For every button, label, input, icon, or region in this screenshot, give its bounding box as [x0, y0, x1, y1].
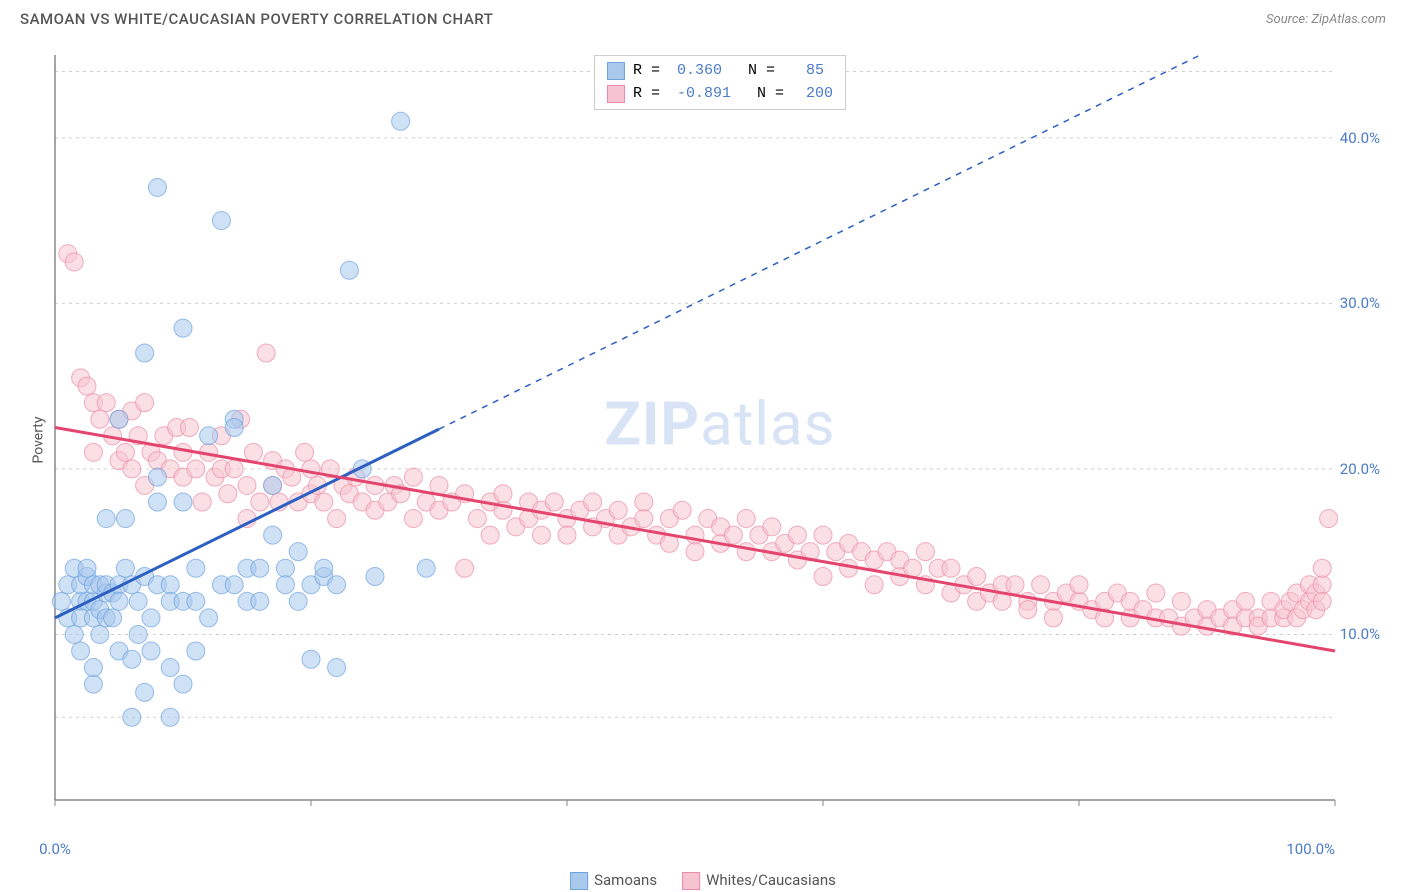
x-tick: 0.0%	[39, 840, 71, 858]
y-tick: 30.0%	[1340, 294, 1380, 312]
bottom-legend: Samoans Whites/Caucasians	[570, 871, 836, 890]
swatch-whites	[607, 85, 625, 103]
legend-item-whites: Whites/Caucasians	[682, 871, 836, 890]
legend-item-samoans: Samoans	[570, 871, 657, 890]
chart-title: SAMOAN VS WHITE/CAUCASIAN POVERTY CORREL…	[20, 10, 493, 28]
swatch-samoans-icon	[570, 872, 588, 890]
y-tick: 40.0%	[1340, 129, 1380, 147]
y-tick: 10.0%	[1340, 625, 1380, 643]
x-tick: 100.0%	[1286, 840, 1335, 858]
chart-area: Poverty ZIPatlas R = 0.360 N = 85 R = -0…	[50, 50, 1390, 830]
y-tick: 20.0%	[1340, 460, 1380, 478]
swatch-whites-icon	[682, 872, 700, 890]
y-axis-label: Poverty	[31, 416, 47, 463]
correlation-legend: R = 0.360 N = 85 R = -0.891 N = 200	[594, 55, 846, 110]
scatter-plot	[50, 50, 1390, 830]
corr-row-samoans: R = 0.360 N = 85	[607, 60, 833, 83]
corr-row-whites: R = -0.891 N = 200	[607, 83, 833, 106]
chart-source: Source: ZipAtlas.com	[1266, 12, 1386, 27]
chart-header: SAMOAN VS WHITE/CAUCASIAN POVERTY CORREL…	[0, 0, 1406, 33]
swatch-samoans	[607, 62, 625, 80]
